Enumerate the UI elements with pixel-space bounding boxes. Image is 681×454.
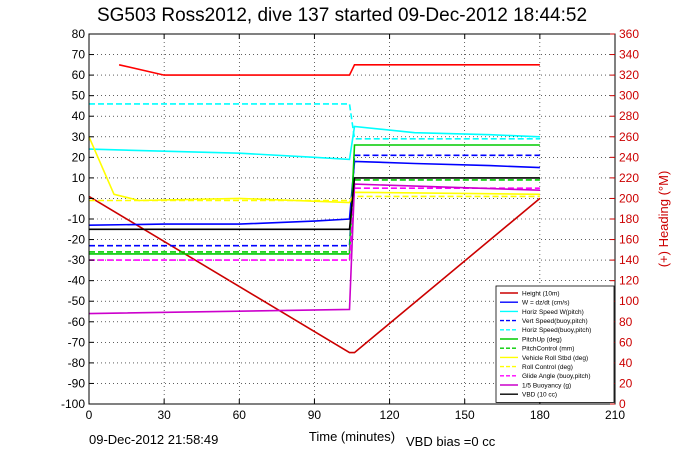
y2-tick-label: 360 (619, 27, 639, 41)
legend-box (495, 285, 615, 403)
y2-tick-label: 220 (619, 171, 639, 185)
y-tick-label: -60 (68, 315, 86, 329)
legend-entry: Vehicle Roll Stbd (deg) (522, 355, 588, 362)
y-tick-label: -20 (68, 233, 86, 247)
y2-tick-label: 260 (619, 130, 639, 144)
legend-entry: Horiz Speed W(pitch) (522, 309, 584, 316)
x-tick-label: 60 (233, 408, 247, 422)
chart-title: SG503 Ross2012, dive 137 started 09-Dec-… (97, 5, 587, 26)
legend-entry: Vert Speed(buoy,pitch) (522, 318, 588, 325)
y-tick-label: 80 (72, 27, 86, 41)
y-tick-label: -10 (68, 212, 86, 226)
x-tick-label: 0 (86, 408, 93, 422)
series-vbd-10-cc (89, 177, 540, 231)
legend-entry: Horiz Speed(buoy,pitch) (522, 327, 591, 334)
legend-entry: VBD (10 cc) (522, 392, 557, 399)
y-tick-label: -100 (61, 397, 85, 411)
x-axis-label: Time (minutes) (309, 429, 395, 444)
y-tick-label: 0 (78, 191, 85, 205)
y2-tick-label: 120 (619, 274, 639, 288)
series-pitchcontrol-mm (89, 179, 540, 253)
series-height-10m (88, 195, 541, 354)
y-tick-label: 60 (72, 68, 86, 82)
series-1-5-buoyancy-g (88, 183, 540, 315)
y2-tick-label: 280 (619, 109, 639, 123)
y2-tick-label: 200 (619, 191, 639, 205)
y2-tick-label: 320 (619, 68, 639, 82)
legend-entry: PitchControl (mm) (522, 346, 574, 353)
series-group (88, 64, 541, 354)
series-vert-speed-buoy-pitch (89, 154, 540, 247)
legend-entry: Glide Angle (buoy,pitch) (522, 373, 591, 380)
y-tick-label: -70 (68, 335, 86, 349)
y-tick-label: -40 (68, 274, 86, 288)
series-horiz-speed-buoy-pitch (89, 103, 540, 140)
footer-timestamp: 09-Dec-2012 21:58:49 (89, 432, 218, 447)
y2-tick-label: 40 (619, 356, 633, 370)
y2-tick-label: 160 (619, 233, 639, 247)
y2-tick-label: 80 (619, 315, 633, 329)
x-tick-label: 30 (157, 408, 171, 422)
y2-tick-label: 240 (619, 150, 639, 164)
footer-vbd-bias: VBD bias =0 cc (406, 434, 496, 449)
y-tick-label: 70 (72, 48, 86, 62)
legend-entry: 1/5 Buoyancy (g) (522, 382, 571, 389)
legend-entry: Roll Control (deg) (522, 364, 573, 371)
y-tick-label: 50 (72, 89, 86, 103)
y2-tick-label: 300 (619, 89, 639, 103)
y2-tick-label: 100 (619, 294, 639, 308)
legend-entry: Height (10m) (522, 290, 560, 297)
y-tick-label: 10 (72, 171, 86, 185)
x-tick-label: 210 (605, 408, 625, 422)
ticks: 0 30 60 90 120 150 180 21080706050403020100-10-… (61, 27, 639, 422)
y2-tick-label: 340 (619, 48, 639, 62)
y2-tick-label: 60 (619, 335, 633, 349)
y-tick-label: -80 (68, 356, 86, 370)
y2-axis-label: (+) Heading (°M) (656, 171, 671, 268)
y-tick-label: 40 (72, 109, 86, 123)
series-glide-angle-buoy-pitch (89, 187, 540, 261)
y-tick-label: -50 (68, 294, 86, 308)
y2-tick-label: 180 (619, 212, 639, 226)
y2-tick-label: 0 (619, 397, 626, 411)
x-tick-label: 90 (308, 408, 322, 422)
series-w-dz-dt-cm-s (88, 160, 540, 226)
x-tick-label: 120 (380, 408, 400, 422)
y2-tick-label: 140 (619, 253, 639, 267)
legend: Height (10m) W = dz/dt (cm/s) Horiz Speed … (495, 285, 615, 403)
legend-entry: W = dz/dt (cm/s) (522, 300, 570, 307)
y-tick-label: -30 (68, 253, 86, 267)
y2-tick-label: 20 (619, 376, 633, 390)
y-tick-label: -90 (68, 376, 86, 390)
y-tick-label: 20 (72, 150, 86, 164)
series-heading (118, 64, 540, 76)
y-tick-label: 30 (72, 130, 86, 144)
x-tick-label: 180 (530, 408, 550, 422)
series-horiz-speed-w-pitch (88, 125, 540, 161)
legend-entry: PitchUp (deg) (522, 336, 562, 343)
x-tick-label: 150 (455, 408, 475, 422)
